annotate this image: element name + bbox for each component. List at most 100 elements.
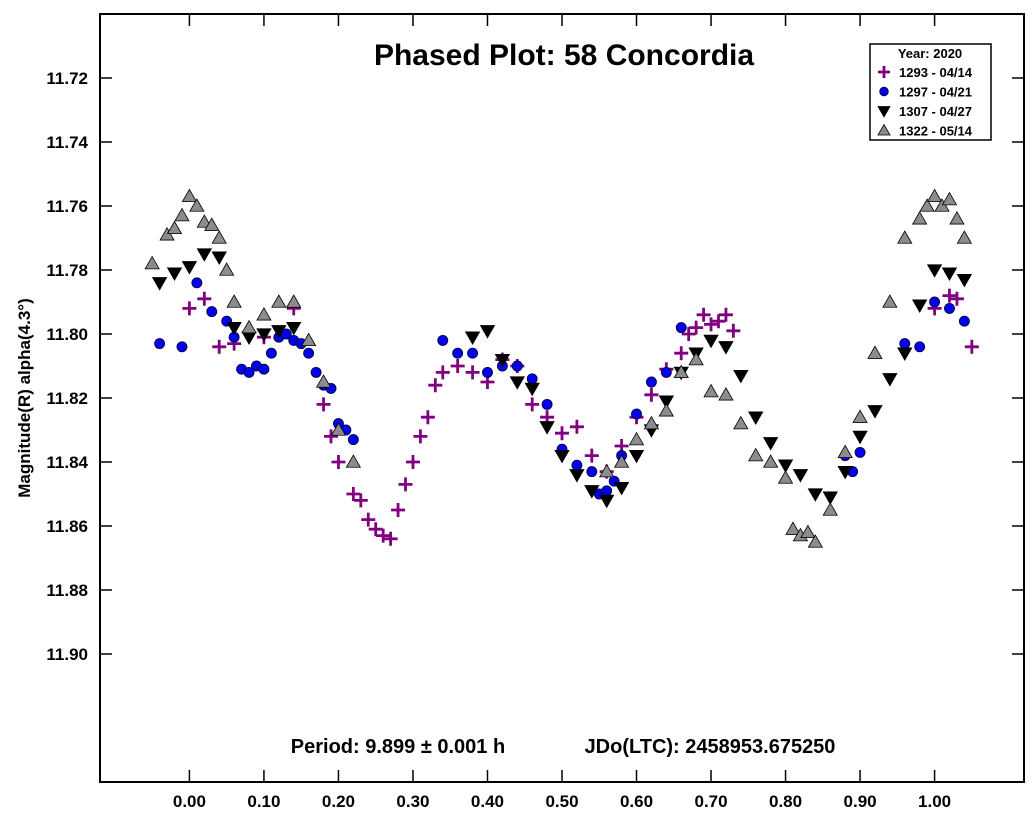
- data-point: [644, 387, 659, 402]
- data-point: [852, 409, 868, 423]
- data-point: [151, 277, 168, 291]
- data-point: [571, 459, 583, 471]
- x-tick-label: 0.70: [694, 792, 727, 811]
- data-point: [718, 386, 734, 401]
- data-point: [166, 267, 183, 282]
- data-point: [911, 210, 928, 225]
- data-point: [762, 437, 779, 451]
- data-point: [189, 198, 205, 212]
- data-point: [807, 534, 824, 548]
- data-point: [196, 248, 213, 262]
- data-point: [964, 339, 979, 354]
- data-point: [914, 341, 926, 353]
- data-point: [929, 296, 941, 308]
- data-point: [949, 210, 965, 225]
- data-point: [837, 444, 853, 459]
- data-point: [256, 306, 272, 321]
- data-point: [599, 463, 615, 478]
- data-point: [718, 341, 734, 355]
- data-point: [176, 341, 188, 353]
- y-tick-label: 11.72: [46, 69, 88, 88]
- data-point: [628, 449, 645, 464]
- data-point: [852, 430, 868, 445]
- data-point: [265, 347, 277, 359]
- data-series: [144, 188, 979, 548]
- legend-marker: [878, 66, 890, 78]
- data-point: [346, 487, 361, 501]
- data-point: [555, 426, 569, 441]
- legend-marker: [877, 123, 891, 136]
- data-point: [613, 481, 630, 496]
- data-point: [494, 353, 511, 368]
- data-point: [241, 319, 257, 334]
- data-point: [218, 262, 235, 276]
- data-point: [584, 485, 600, 499]
- data-point: [368, 522, 383, 537]
- data-point: [144, 255, 160, 270]
- data-point: [681, 327, 696, 341]
- data-point: [330, 422, 347, 436]
- data-point: [800, 524, 816, 539]
- data-point: [226, 294, 242, 308]
- data-point: [777, 459, 794, 474]
- data-point: [465, 365, 480, 380]
- legend-marker: [879, 86, 889, 97]
- data-point: [437, 334, 449, 346]
- data-point: [882, 373, 898, 387]
- data-point: [944, 302, 955, 314]
- x-tick-label: 1.00: [918, 792, 951, 811]
- data-point: [154, 338, 166, 350]
- data-point: [347, 434, 359, 446]
- data-point: [174, 207, 190, 222]
- series-4: [144, 188, 973, 548]
- data-point: [353, 493, 368, 508]
- data-point: [897, 230, 913, 244]
- data-point: [882, 294, 898, 308]
- data-point: [704, 317, 719, 332]
- data-point: [867, 345, 883, 359]
- data-point: [303, 347, 315, 359]
- data-point: [658, 395, 675, 410]
- data-point: [733, 415, 749, 430]
- data-point: [942, 288, 957, 303]
- data-point: [450, 359, 465, 373]
- y-tick-label: 11.90: [46, 645, 88, 664]
- data-point: [674, 346, 689, 361]
- data-point: [196, 214, 213, 228]
- data-point: [464, 331, 481, 346]
- data-point: [854, 446, 866, 458]
- data-point: [181, 261, 198, 275]
- y-tick-label: 11.74: [46, 133, 88, 152]
- data-point: [206, 306, 218, 318]
- data-point: [584, 448, 599, 463]
- jdo-annotation: JDo(LTC): 2458953.675250: [585, 736, 836, 758]
- data-point: [479, 325, 496, 339]
- data-point: [785, 521, 801, 535]
- data-point: [181, 188, 198, 203]
- data-point: [345, 454, 362, 468]
- data-point: [391, 503, 406, 517]
- data-point: [524, 382, 540, 397]
- data-point: [569, 419, 584, 434]
- data-point: [258, 363, 270, 375]
- data-point: [733, 369, 749, 384]
- data-point: [643, 415, 660, 430]
- x-tick-label: 0.00: [173, 792, 206, 811]
- x-tick-label: 0.60: [620, 792, 653, 811]
- data-point: [949, 291, 964, 306]
- data-point: [703, 383, 719, 398]
- data-point: [696, 307, 711, 322]
- data-point: [631, 408, 642, 420]
- data-point: [191, 277, 203, 289]
- y-tick-label: 11.78: [46, 261, 88, 280]
- legend: Year: 2020 1293 - 04/14 1297 - 04/21 1307 …: [869, 43, 992, 141]
- data-point: [748, 411, 764, 426]
- data-point: [182, 301, 197, 316]
- data-point: [316, 397, 331, 412]
- data-point: [331, 455, 346, 469]
- x-tick-label: 0.10: [247, 792, 280, 811]
- legend-entries: 1293 - 04/14 1297 - 04/21 1307 - 04/27 1322…: [877, 65, 973, 139]
- legend-entry-label: 1322 - 05/14: [899, 124, 973, 139]
- data-point: [599, 494, 615, 509]
- data-point: [526, 373, 538, 385]
